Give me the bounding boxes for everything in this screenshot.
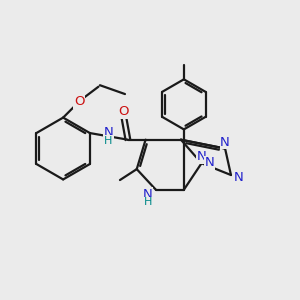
Text: N: N bbox=[143, 188, 152, 201]
Text: O: O bbox=[118, 105, 129, 118]
Text: N: N bbox=[233, 172, 243, 184]
Text: N: N bbox=[103, 126, 113, 139]
Text: N: N bbox=[205, 156, 214, 169]
Text: N: N bbox=[197, 150, 206, 163]
Text: N: N bbox=[220, 136, 230, 148]
Text: O: O bbox=[74, 95, 85, 108]
Text: H: H bbox=[104, 136, 112, 146]
Text: H: H bbox=[143, 197, 152, 207]
